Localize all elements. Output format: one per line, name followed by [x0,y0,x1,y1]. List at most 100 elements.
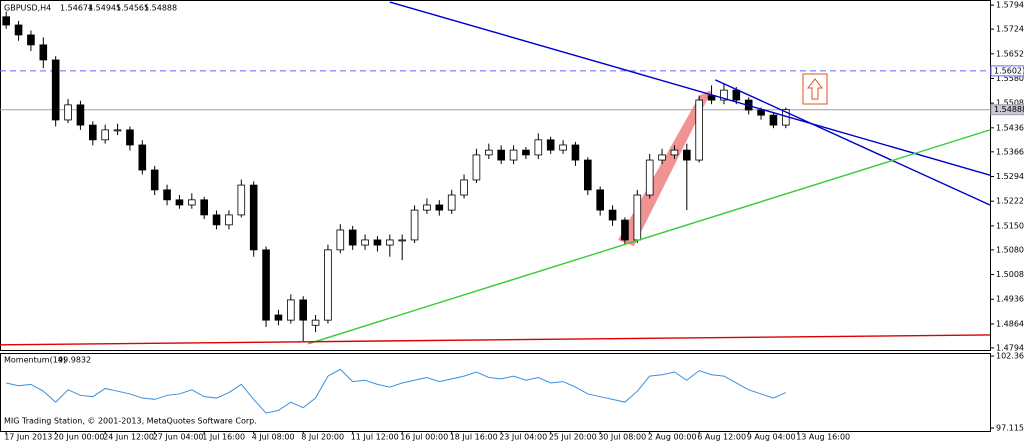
candle-body [485,149,493,156]
candle-body [150,169,159,191]
candle-body [348,229,357,246]
candle-body [386,239,394,246]
y-tick-label: 1.50080 [996,270,1024,279]
triangle-annotation [618,90,712,246]
candle-body [138,144,147,171]
y-tick-label: 97.1156 [996,424,1024,433]
candle-body [89,124,97,141]
candle-body [101,129,109,141]
x-tick-label: 8 Jul 20:00 [301,433,344,441]
candle-body [188,199,196,206]
y-tick-label: 1.47940 [996,343,1024,352]
y-tick-label: 1.52940 [996,172,1024,181]
candle-body [373,239,382,246]
price-level-label: 1.54888 [994,105,1024,114]
y-tick-label: 1.49360 [996,295,1024,304]
y-tick-label: 1.57940 [996,1,1024,10]
candle-body [447,194,456,211]
x-tick-label: 11 Jul 12:00 [351,433,399,441]
x-tick-label: 2 Aug 00:00 [648,433,697,441]
candle-body [175,199,184,206]
y-tick-label: 1.53660 [996,147,1024,156]
indicator-title: Momentum(14) [4,356,66,365]
x-tick-label: 30 Jul 08:00 [598,433,646,441]
x-tick-label: 20 Jun 00:00 [54,433,105,441]
candle-body [299,299,307,321]
x-tick-label: 13 Aug 16:00 [796,433,850,441]
trend-line [714,79,991,206]
x-tick-label: 9 Aug 04:00 [747,433,796,441]
candle-body [621,219,629,241]
momentum-line [6,368,787,414]
candle-body [732,89,741,101]
candle-body [584,159,592,191]
y-tick-label: 1.56520 [996,49,1024,58]
candle-body [608,209,617,221]
candle-body [2,16,10,26]
candle-body [163,189,171,201]
indicator-panel [0,353,991,432]
trend-line [389,1,991,176]
candle-body [212,214,221,226]
x-tick-label: 4 Jul 08:00 [252,433,295,441]
price-level-box [990,104,1024,116]
candle-body [27,34,35,46]
symbol: GBPUSD,H4 [4,4,51,13]
x-tick-label: 17 Jun 2013 [4,433,52,441]
x-tick-label: 27 Jun 04:00 [153,433,204,441]
x-tick-label: 23 Jul 04:00 [499,433,547,441]
candle-body [410,209,419,241]
candle-body [398,239,406,242]
candle-body [435,204,444,211]
y-tick-label: 1.55080 [996,99,1024,108]
y-tick-label: 102.3674 [996,352,1024,361]
x-tick-label: 6 Aug 12:00 [697,433,746,441]
candle-body [658,154,666,161]
candle-body [534,139,543,156]
trend-line [0,334,991,346]
candle-body [670,149,679,156]
quote: 1.54945 [88,4,121,13]
candle-body [757,109,765,116]
candle-body [126,129,134,146]
candle-body [76,104,85,126]
candle-body [225,214,233,226]
quote: 1.54674 [60,4,93,13]
candle-body [200,199,208,216]
candle-body [720,89,728,101]
y-tick-label: 1.51500 [996,221,1024,230]
candle-body [683,149,691,161]
candle-body [237,184,246,216]
candle-body [249,184,258,251]
trend-line [307,129,991,345]
price-level-box [990,65,1024,77]
candle-body [324,249,332,321]
candle-body [287,299,295,321]
up-arrow [806,78,824,100]
candle-body [707,95,716,101]
y-tick-label: 1.48640 [996,319,1024,328]
x-tick-label: 25 Jul 20:00 [549,433,597,441]
candle-body [460,179,468,196]
candle-body [51,59,60,121]
candle-body [546,139,555,151]
candle-body [361,239,369,246]
candle-body [14,24,23,36]
candle-body [64,104,72,121]
y-tick-label: 1.50800 [996,245,1024,254]
arrow-box [802,73,828,105]
main-panel [0,0,991,351]
copyright: MIG Trading Station, © 2001-2013, MetaQu… [4,417,257,426]
candle-body [633,194,642,241]
quote: 1.54888 [144,4,177,13]
candle-body [522,149,530,156]
candle-body [571,144,580,161]
x-tick-label: 1 Jul 16:00 [202,433,245,441]
candle-body [336,229,345,251]
y-tick-label: 1.52220 [996,197,1024,206]
x-tick-label: 18 Jul 16:00 [450,433,498,441]
candle-body [472,154,481,181]
candle-body [509,149,518,161]
y-tick-label: 1.55800 [996,74,1024,83]
candle-body [695,99,703,161]
